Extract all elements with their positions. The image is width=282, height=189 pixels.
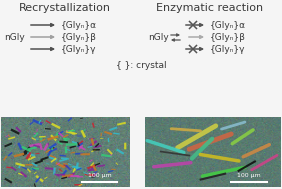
- Text: {Glyₙ}γ: {Glyₙ}γ: [210, 44, 246, 53]
- Text: Recrystallization: Recrystallization: [19, 3, 111, 13]
- Text: 100 μm: 100 μm: [237, 173, 261, 178]
- Text: {Glyₙ}γ: {Glyₙ}γ: [61, 44, 96, 53]
- Text: {Glyₙ}α: {Glyₙ}α: [61, 20, 97, 29]
- Text: {Glyₙ}β: {Glyₙ}β: [61, 33, 97, 42]
- Text: nGly: nGly: [148, 33, 169, 42]
- Text: 100 μm: 100 μm: [88, 173, 111, 178]
- Text: {Glyₙ}α: {Glyₙ}α: [210, 20, 246, 29]
- Text: nGly: nGly: [4, 33, 25, 42]
- Text: {Glyₙ}β: {Glyₙ}β: [210, 33, 246, 42]
- Text: { }: crystal: { }: crystal: [116, 61, 166, 70]
- Text: Enzymatic reaction: Enzymatic reaction: [157, 3, 264, 13]
